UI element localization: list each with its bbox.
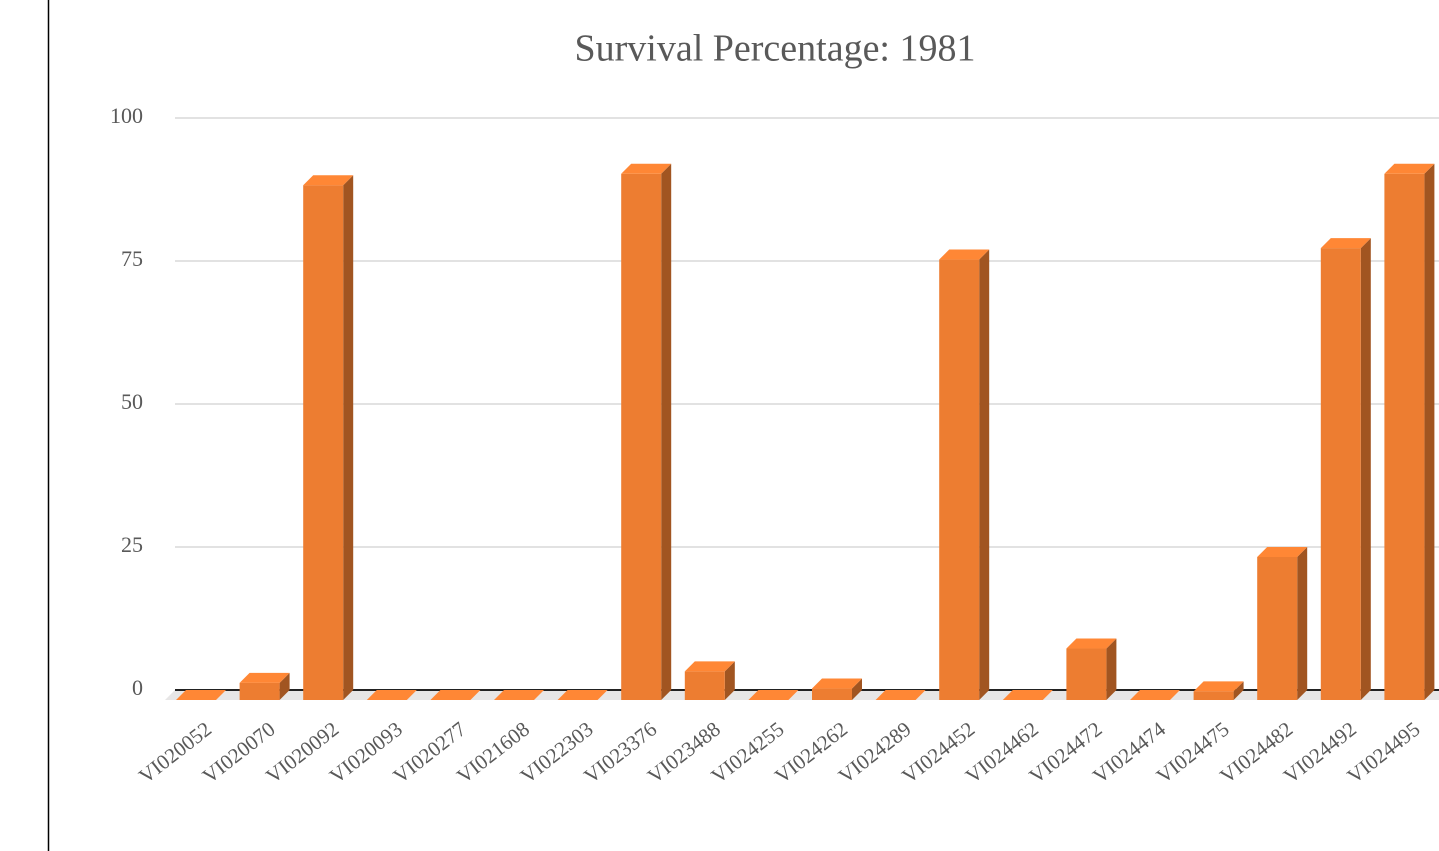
bar <box>1320 238 1371 700</box>
bar-top <box>1384 163 1435 174</box>
bar-front <box>1257 557 1298 700</box>
bar <box>366 690 417 700</box>
y-tick-label: 0 <box>132 675 143 700</box>
bar-top <box>684 661 735 672</box>
bar-front <box>939 259 980 700</box>
bar-top <box>812 678 862 689</box>
bar-side <box>852 678 862 700</box>
bar <box>1002 690 1053 700</box>
bar-top <box>430 690 481 700</box>
bar <box>812 678 862 700</box>
bar <box>939 249 990 700</box>
bar-front <box>684 671 725 700</box>
bar-side <box>1233 681 1244 700</box>
bar-top <box>366 690 417 700</box>
bar-side <box>724 661 735 700</box>
bar <box>748 690 799 700</box>
bar <box>875 690 926 700</box>
bar-top <box>939 249 990 260</box>
y-tick-label: 50 <box>121 389 143 414</box>
bar-top <box>748 690 799 700</box>
bar-side <box>661 163 672 700</box>
bar-top <box>239 672 290 683</box>
bar-top <box>303 175 354 186</box>
bar-top <box>494 690 544 700</box>
bar-top <box>1130 690 1180 700</box>
y-tick-label: 100 <box>110 103 143 128</box>
bar-side <box>979 249 990 700</box>
bar-top <box>621 163 672 174</box>
bar-top <box>1257 547 1308 557</box>
bar <box>303 175 354 700</box>
bar <box>557 690 608 700</box>
bar-top <box>176 690 226 700</box>
x-tick-label: VI024495 <box>1343 717 1425 788</box>
bar-front <box>1384 173 1425 700</box>
bar-top <box>875 690 926 700</box>
bar <box>430 690 481 700</box>
bar-front <box>621 173 662 700</box>
bar-front <box>303 185 344 700</box>
bar-top <box>1002 690 1053 700</box>
bar <box>621 163 672 700</box>
bar <box>239 672 290 700</box>
bar-top <box>1066 638 1117 649</box>
bar-top <box>1320 238 1371 249</box>
bar-front <box>812 688 852 700</box>
bar <box>1193 681 1244 700</box>
bar-front <box>1320 248 1361 700</box>
bar <box>1384 163 1435 700</box>
bar <box>494 690 544 700</box>
bar-side <box>1297 547 1308 700</box>
y-tick-label: 25 <box>121 532 143 557</box>
chart-title: Survival Percentage: 1981 <box>574 28 975 70</box>
bar <box>176 690 226 700</box>
floor <box>165 690 1439 700</box>
bar-top <box>557 690 608 700</box>
bar-side <box>1106 638 1117 700</box>
bar-side <box>343 175 354 700</box>
bar-side <box>279 672 290 700</box>
bar <box>1257 547 1308 700</box>
bar-side <box>1360 238 1371 700</box>
bar <box>1066 638 1117 700</box>
bar <box>684 661 735 700</box>
bar-top <box>1193 681 1244 692</box>
bar-front <box>239 682 280 700</box>
bar-side <box>1424 163 1435 700</box>
bar-front <box>1193 691 1234 700</box>
bar-front <box>1066 648 1107 700</box>
y-tick-label: 75 <box>121 246 143 271</box>
bar <box>1130 690 1180 700</box>
